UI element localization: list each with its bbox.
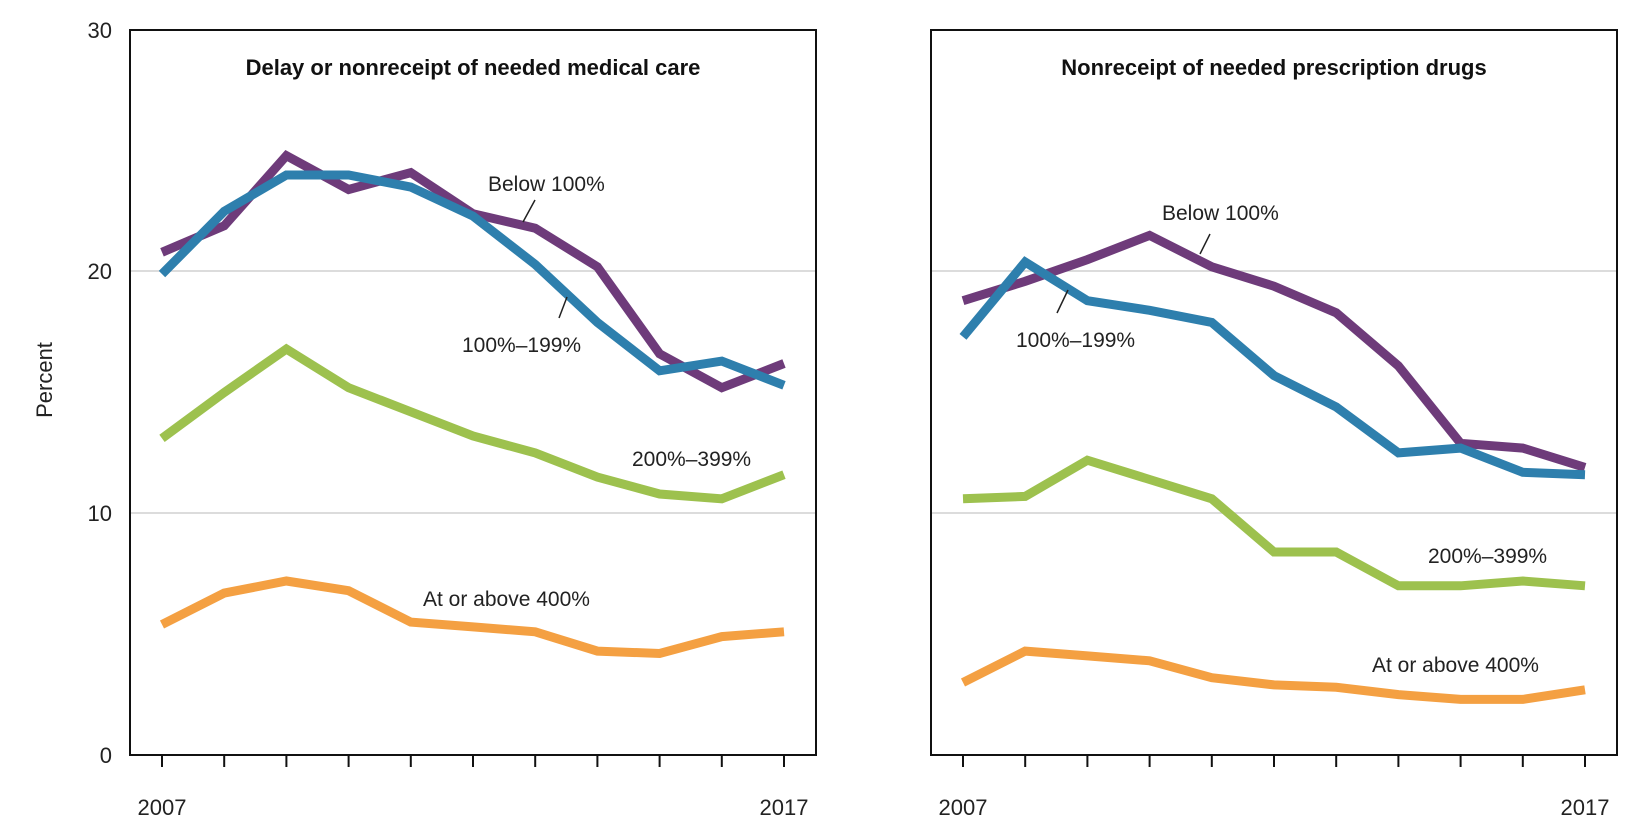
series-line-3	[159, 576, 785, 659]
plot-frame	[129, 29, 817, 756]
panel-title: Nonreceipt of needed prescription drugs	[1061, 55, 1486, 80]
x-ticks	[962, 755, 1586, 767]
x-ticks	[161, 755, 785, 767]
series-line-1	[959, 256, 1586, 480]
panel-prescription-drugs: Nonreceipt of needed prescription drugs …	[930, 29, 1618, 820]
series-lines	[959, 230, 1587, 704]
y-tick-label-20: 20	[88, 259, 112, 284]
leader-100-199	[1056, 289, 1069, 314]
series-label-100-199: 100%–199%	[1016, 329, 1135, 352]
plot-frame	[930, 29, 1618, 756]
leader-below-100	[1199, 233, 1211, 255]
panel-medical-care: Delay or nonreceipt of needed medical ca…	[88, 18, 817, 820]
series-label-400-plus: At or above 400%	[423, 588, 590, 611]
series-line-2	[159, 343, 786, 504]
series-label-100-199: 100%–199%	[462, 334, 581, 357]
series-label-200-399: 200%–399%	[632, 448, 751, 471]
series-label-400-plus: At or above 400%	[1372, 654, 1539, 677]
series-label-200-399: 200%–399%	[1428, 545, 1547, 568]
x-tick-label-2017: 2017	[760, 795, 809, 820]
series-line-3	[960, 646, 1586, 704]
y-tick-label-0: 0	[100, 743, 112, 768]
series-line-2	[962, 455, 1586, 591]
series-line-1	[158, 170, 786, 390]
panel-title: Delay or nonreceipt of needed medical ca…	[246, 55, 701, 80]
x-tick-label-2017: 2017	[1561, 795, 1610, 820]
y-axis-title: Percent	[32, 342, 57, 418]
series-lines	[158, 150, 786, 659]
series-label-below-100: Below 100%	[1162, 202, 1279, 225]
series-label-below-100: Below 100%	[488, 173, 605, 196]
leader-below-100	[522, 199, 536, 223]
x-tick-label-2007: 2007	[939, 795, 988, 820]
leader-100-199	[558, 296, 568, 319]
y-tick-label-10: 10	[88, 501, 112, 526]
x-tick-label-2007: 2007	[138, 795, 187, 820]
series-line-0	[961, 230, 1587, 472]
y-tick-label-30: 30	[88, 18, 112, 43]
